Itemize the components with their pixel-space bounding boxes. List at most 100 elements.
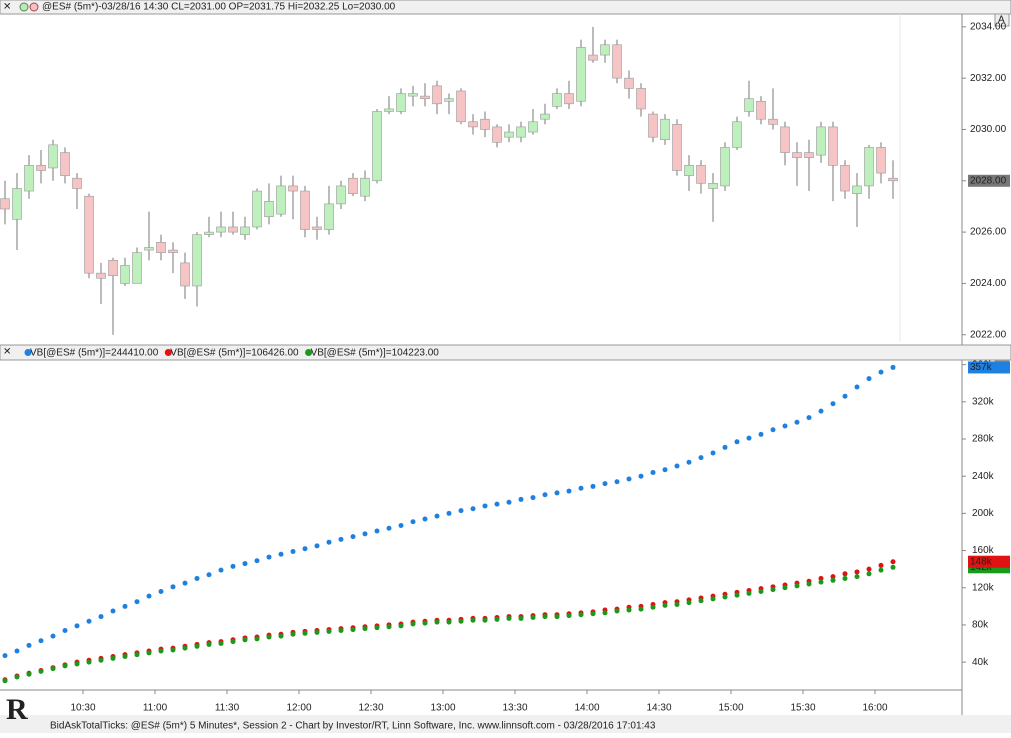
dot	[854, 569, 860, 575]
dot	[146, 650, 152, 656]
y-tick-label: 2022.00	[970, 329, 1007, 340]
dot	[638, 606, 644, 612]
dot	[98, 657, 104, 663]
dot	[830, 577, 836, 583]
dot	[578, 485, 584, 491]
panel-header	[0, 344, 1011, 361]
header-title: @ES# (5m*)-03/28/16 14:30 CL=2031.00 OP=…	[42, 2, 396, 13]
dot	[746, 590, 752, 596]
candle-body	[156, 242, 166, 253]
candle-body	[564, 93, 574, 105]
dot	[338, 536, 344, 542]
dot	[734, 439, 740, 445]
dot	[182, 580, 188, 586]
dot	[494, 616, 500, 622]
candle-body	[816, 126, 826, 156]
candle-body	[48, 144, 58, 169]
footer-text: BidAskTotalTicks: @ES# (5m*) 5 Minutes*,…	[50, 721, 656, 732]
dot	[734, 592, 740, 598]
dot	[842, 571, 848, 577]
dot	[518, 615, 524, 621]
candle-body	[804, 152, 814, 158]
candle-body	[552, 93, 562, 107]
dot	[74, 661, 80, 667]
candle-body	[516, 126, 526, 138]
candle-body	[0, 198, 10, 210]
candle-body	[180, 262, 190, 287]
dot	[542, 492, 548, 498]
dot	[746, 435, 752, 441]
candle-body	[132, 252, 142, 284]
close-button[interactable]: ✕	[3, 2, 11, 13]
legend-label: VB[@ES# (5m*)]=106426.00	[170, 348, 299, 359]
candle-body	[228, 226, 238, 233]
candle-body	[636, 88, 646, 110]
candle-body	[840, 165, 850, 192]
dot	[86, 618, 92, 624]
dot	[890, 564, 896, 570]
x-tick-label: 13:00	[430, 703, 455, 714]
dot	[374, 625, 380, 631]
dot	[854, 384, 860, 390]
dot	[218, 641, 224, 647]
candle-body	[360, 177, 370, 197]
dot	[398, 522, 404, 528]
dot	[482, 503, 488, 509]
x-tick-label: 15:30	[790, 703, 815, 714]
dot	[806, 581, 812, 587]
candle-body	[660, 118, 670, 141]
dot	[62, 663, 68, 669]
dot	[194, 575, 200, 581]
x-tick-label: 12:30	[358, 703, 383, 714]
candle-body	[672, 124, 682, 171]
candle-body	[252, 190, 262, 228]
candle-body	[468, 121, 478, 128]
candle-body	[72, 177, 82, 189]
candle-body	[684, 165, 694, 176]
dot	[782, 423, 788, 429]
footer-bar	[0, 715, 1011, 733]
dot	[230, 563, 236, 569]
dot	[422, 620, 428, 626]
y-tick-label: 2032.00	[970, 73, 1007, 84]
dot	[278, 551, 284, 557]
dot	[86, 659, 92, 665]
x-tick-label: 11:30	[215, 703, 240, 714]
dot	[230, 639, 236, 645]
dot	[194, 643, 200, 649]
icon[interactable]	[29, 2, 39, 12]
candle-body	[204, 231, 214, 235]
y-tick-label: 320k	[972, 396, 995, 407]
dot	[254, 636, 260, 642]
y-tick-label: 2030.00	[970, 124, 1007, 135]
dot	[398, 623, 404, 629]
dot	[518, 496, 524, 502]
dot	[26, 642, 32, 648]
dot	[290, 631, 296, 637]
dot	[878, 567, 884, 573]
candle-body	[744, 98, 754, 112]
candle-body	[372, 111, 382, 182]
dot	[866, 566, 872, 572]
last-value-box	[968, 174, 1010, 187]
x-tick-label: 10:30	[70, 703, 95, 714]
candle-body	[432, 85, 442, 105]
dot	[818, 575, 824, 581]
dot	[506, 499, 512, 505]
candle-body	[456, 90, 466, 123]
icon[interactable]	[19, 2, 29, 12]
dot	[266, 634, 272, 640]
dot	[650, 604, 656, 610]
dot	[830, 574, 836, 580]
legend-marker	[164, 349, 172, 356]
dot	[326, 539, 332, 545]
candle-body	[36, 165, 46, 171]
y-tick-label: 2026.00	[970, 227, 1007, 238]
dot	[770, 587, 776, 593]
close-button[interactable]: ✕	[3, 347, 11, 358]
candle-body	[588, 54, 598, 61]
dot	[302, 630, 308, 636]
dot	[890, 364, 896, 370]
auto-button[interactable]	[994, 13, 1010, 27]
candle-body	[852, 185, 862, 194]
